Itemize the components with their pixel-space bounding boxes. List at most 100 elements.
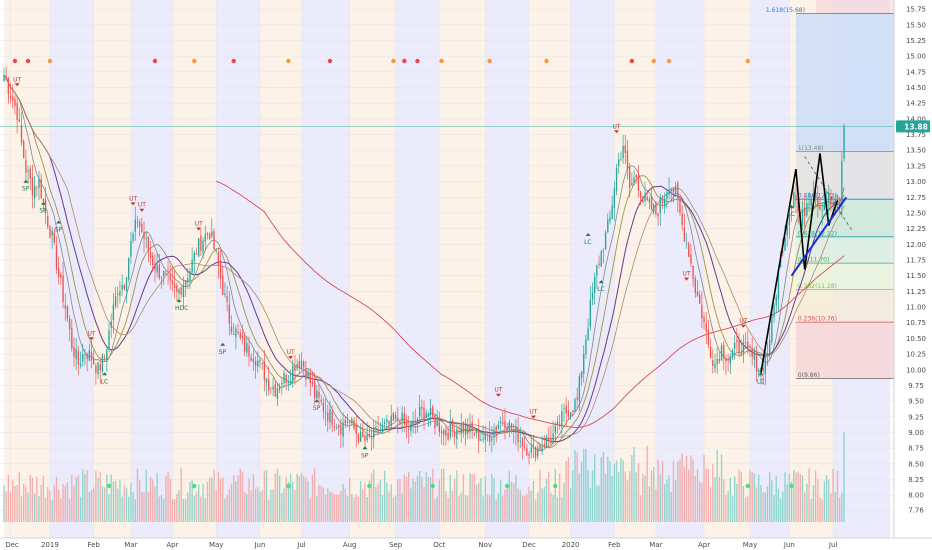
volume-bar	[5, 491, 7, 522]
candle-body	[342, 422, 344, 437]
down-signal-marker	[139, 208, 145, 212]
volume-bar	[423, 487, 425, 522]
volume-bar	[305, 477, 307, 522]
session-bands	[4, 0, 890, 538]
candle-body	[677, 182, 679, 200]
volume-bar	[572, 470, 574, 522]
candle-body	[534, 446, 537, 458]
up-signal-marker	[56, 220, 62, 224]
fib-zone-band	[795, 289, 894, 323]
session-band	[439, 0, 486, 538]
candle-body	[88, 350, 90, 361]
candle-body	[801, 209, 804, 226]
price-axis[interactable]: 15.75 15.50 15.25 15.00 14.75 14.50 14.25 14.00…	[893, 0, 932, 550]
volume-bar	[646, 445, 648, 522]
candle-body	[539, 444, 541, 450]
up-signal-marker	[598, 280, 604, 284]
bottom-indicator-dot	[430, 483, 435, 489]
candle-body	[243, 336, 246, 352]
candle-body	[775, 296, 777, 306]
up-signal-marker	[102, 372, 108, 376]
volume-bar	[495, 499, 497, 522]
volume-bar	[600, 456, 602, 522]
volume-bar	[523, 495, 526, 522]
volume-bar	[451, 490, 454, 522]
candlesticks[interactable]	[3, 66, 845, 465]
volume-bar	[357, 496, 360, 522]
signal-label: HDC	[175, 305, 188, 312]
fib-level-label: 0.5(11.70)	[798, 257, 829, 264]
candle-body	[36, 187, 38, 189]
time-tick-label: Feb	[608, 541, 621, 549]
candle-body	[604, 232, 607, 250]
volume-bar	[128, 496, 130, 522]
candle-body	[631, 183, 633, 186]
candle-body	[204, 234, 206, 242]
volume-bar	[819, 497, 821, 522]
price-tick-label: 12.75	[906, 194, 926, 202]
candle-body	[136, 222, 139, 224]
candle-body	[526, 447, 528, 456]
volume-bar	[77, 475, 80, 522]
candle-body	[110, 321, 112, 328]
candle-body	[484, 431, 486, 440]
candle-body	[257, 360, 259, 367]
time-tick-label: Oct	[433, 541, 445, 549]
candle-body	[217, 252, 220, 266]
volume-bar	[795, 472, 797, 522]
candle-body	[688, 243, 690, 257]
candle-body	[333, 425, 336, 428]
volume-bar	[110, 474, 112, 522]
volume-bar	[228, 489, 231, 522]
price-tick-label: 13.75	[906, 131, 926, 139]
pattern-drawings[interactable]	[760, 153, 854, 374]
candle-body	[808, 203, 810, 206]
volume-bar	[243, 492, 246, 522]
candle-body	[156, 265, 158, 273]
candle-body	[169, 275, 171, 281]
volume-bar	[528, 486, 530, 522]
session-band	[4, 0, 50, 538]
candle-body	[727, 359, 729, 361]
candle-body	[777, 270, 780, 300]
candle-body	[543, 444, 546, 447]
volume-bar	[53, 485, 55, 522]
candle-body	[228, 304, 231, 324]
volume-bar	[49, 490, 51, 522]
candle-body	[698, 294, 701, 304]
candle-body	[793, 192, 795, 208]
volume-bar	[141, 491, 143, 522]
volume-bar	[40, 485, 42, 522]
volume-bar	[427, 476, 430, 522]
candle-body	[397, 417, 399, 420]
candle-body	[530, 447, 532, 453]
up-signal-marker	[40, 201, 46, 205]
volume-bar	[821, 499, 823, 522]
up-signal-marker	[220, 342, 226, 346]
volume-bar	[804, 492, 806, 522]
volume-bar	[36, 476, 38, 522]
volume-bar	[211, 477, 213, 522]
candle-body	[681, 213, 683, 225]
volume-bar	[416, 475, 419, 522]
candle-body	[782, 251, 784, 253]
top-indicator-dot	[666, 58, 672, 64]
time-axis[interactable]: Dec 2019 Feb Mar Apr May Jun Jul Aug Sep Oct Nov Dec…	[0, 537, 932, 550]
candle-body	[467, 426, 469, 434]
volume-bar	[195, 491, 198, 522]
volume-bar	[545, 478, 548, 522]
time-tick-label: Aug	[343, 541, 357, 549]
volume-bar	[488, 495, 491, 522]
volume-bar	[541, 488, 543, 522]
volume-bar	[27, 492, 29, 522]
fib-retracement[interactable]: 1.618(15.68) 1(13.48) 0.786(12.72) 0.618(12…	[0, 0, 894, 379]
signal-label: SP	[361, 452, 369, 459]
signal-markers: UTSPSPSPUTLCUTUTUTHDCUTSPSPSPUTUTUTLCLCU…	[13, 76, 795, 459]
volume-bar	[644, 475, 646, 522]
candle-body	[541, 446, 543, 452]
price-tick-label: 8.25	[908, 476, 924, 484]
volume-bar	[248, 478, 250, 522]
candle-body	[412, 421, 414, 426]
candle-body	[143, 232, 145, 240]
